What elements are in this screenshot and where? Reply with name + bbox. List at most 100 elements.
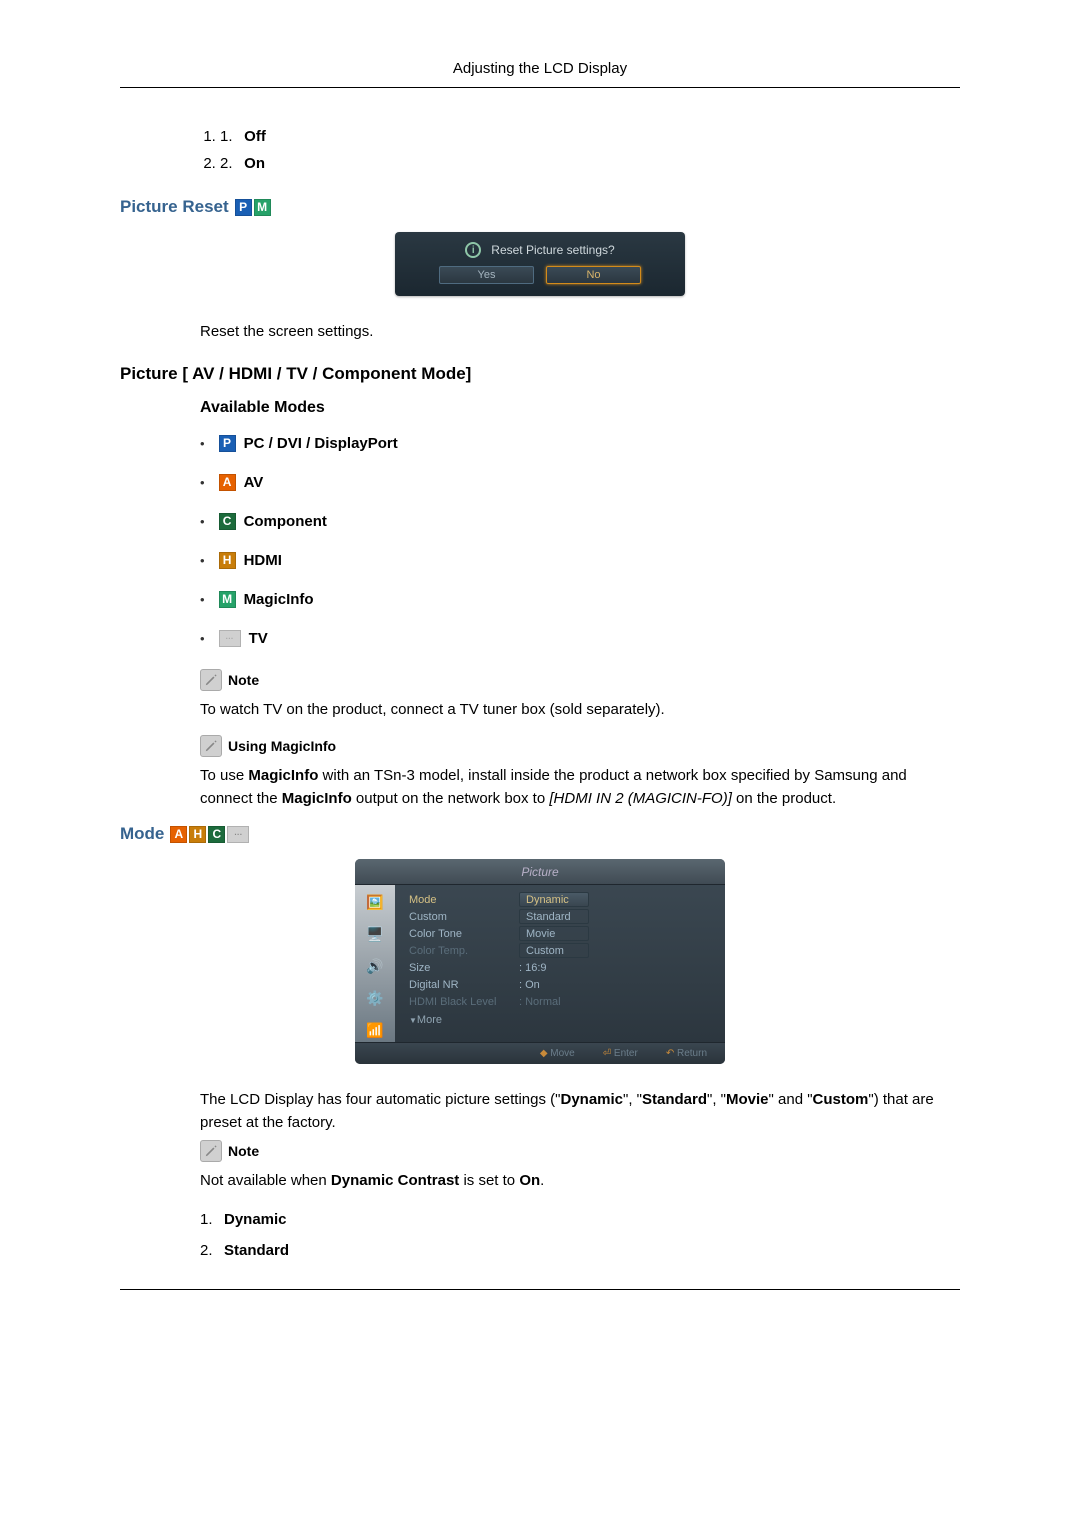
mm-val-3[interactable]: Custom xyxy=(519,943,589,958)
mode-title-text: Mode xyxy=(120,824,164,844)
footer-move: ◆ Move xyxy=(540,1048,575,1059)
mm-row-5: Digital NR: On xyxy=(409,976,715,993)
mode-menu-right: ModeDynamic CustomStandard Color ToneMov… xyxy=(395,885,725,1042)
mode-tv-label: TV xyxy=(249,630,268,647)
mb-b1: Dynamic xyxy=(560,1091,623,1108)
list-dynamic: 1.Dynamic xyxy=(200,1211,960,1228)
badge-tv-icon: ··· xyxy=(227,826,249,843)
note-icon xyxy=(200,669,222,691)
mm-val-1[interactable]: Standard xyxy=(519,909,589,924)
mm-label-3: Color Temp. xyxy=(409,945,519,957)
mode-av: A AV xyxy=(200,474,960,491)
mode-tv: ··· TV xyxy=(200,630,960,647)
menu-left-icon-1: 🖼️ xyxy=(364,891,386,913)
list-standard: 2.Standard xyxy=(200,1242,960,1259)
n-1: 1. xyxy=(200,1211,224,1228)
note-text-1: To watch TV on the product, connect a TV… xyxy=(200,699,960,722)
mode-pc: P PC / DVI / DisplayPort xyxy=(200,435,960,452)
mi-text: To use MagicInfo with an TSn-3 model, in… xyxy=(200,765,960,810)
mode-component-label: Component xyxy=(244,513,327,530)
picture-reset-text: Picture Reset xyxy=(120,197,229,217)
mi-mid2: output on the network box to xyxy=(352,790,550,807)
n-2: 2. xyxy=(200,1242,224,1259)
badge-m-icon: M xyxy=(219,591,236,608)
num-1: 1. xyxy=(220,128,240,145)
num-2: 2. xyxy=(220,155,240,172)
footer-return: ↶ Return xyxy=(666,1048,707,1059)
n2-mid: is set to xyxy=(459,1172,519,1189)
dynamic-standard-list: 1.Dynamic 2.Standard xyxy=(200,1211,960,1259)
using-mi-row: Using MagicInfo xyxy=(200,735,960,757)
mode-menu-body: 🖼️ 🖥️ 🔊 ⚙️ 📶 ModeDynamic CustomStandard … xyxy=(355,885,725,1042)
note-icon xyxy=(200,1140,222,1162)
bottom-rule xyxy=(120,1289,960,1290)
mm-label-6: HDMI Black Level xyxy=(409,996,519,1008)
mode-body-text: The LCD Display has four automatic pictu… xyxy=(200,1089,960,1134)
badge-c-icon: C xyxy=(219,513,236,530)
menu-left-icon-5: 📶 xyxy=(364,1019,386,1041)
mm-val-5: : On xyxy=(519,979,540,991)
mm-label-1: Custom xyxy=(409,911,519,923)
reset-popup: i Reset Picture settings? Yes No xyxy=(395,232,685,296)
reset-popup-buttons: Yes No xyxy=(395,266,685,284)
t-2: Standard xyxy=(224,1242,289,1259)
mm-row-0: ModeDynamic xyxy=(409,891,715,908)
mb-m2: ", " xyxy=(707,1091,726,1108)
n2-b2: On xyxy=(519,1172,540,1189)
picture-reset-title: Picture Reset P M xyxy=(120,197,960,217)
badges-pr: P M xyxy=(235,199,271,216)
off-on-list: 1. Off 2. On xyxy=(200,128,960,172)
mode-title: Mode A H C ··· xyxy=(120,824,960,844)
mode-magicinfo-label: MagicInfo xyxy=(244,591,314,608)
mm-label-0: Mode xyxy=(409,894,519,906)
badge-m-icon: M xyxy=(254,199,271,216)
reset-popup-question: Reset Picture settings? xyxy=(491,243,614,257)
badge-p-icon: P xyxy=(219,435,236,452)
menu-left-icon-4: ⚙️ xyxy=(364,987,386,1009)
mb-pre: The LCD Display has four automatic pictu… xyxy=(200,1091,560,1108)
reset-body-text: Reset the screen settings. xyxy=(200,321,960,344)
mb-m1: ", " xyxy=(623,1091,642,1108)
mm-more[interactable]: More xyxy=(409,1014,715,1026)
mode-hdmi-label: HDMI xyxy=(244,552,282,569)
info-icon: i xyxy=(465,242,481,258)
mb-b2: Standard xyxy=(642,1091,707,1108)
mi-b1: MagicInfo xyxy=(248,767,318,784)
mm-val-6: : Normal xyxy=(519,996,561,1008)
n2-b: Dynamic Contrast xyxy=(331,1172,459,1189)
on-label: On xyxy=(244,155,265,172)
off-label: Off xyxy=(244,128,266,145)
mb-m3: " and " xyxy=(769,1091,813,1108)
off-item: 1. Off xyxy=(220,128,960,145)
mi-i: [HDMI IN 2 (MAGICIN-FO)] xyxy=(549,790,732,807)
mode-menu-left: 🖼️ 🖥️ 🔊 ⚙️ 📶 xyxy=(355,885,395,1042)
note-label-1: Note xyxy=(228,672,259,688)
footer-enter: ⏎ Enter xyxy=(603,1048,638,1059)
badge-a-icon: A xyxy=(170,826,187,843)
note-text-2: Not available when Dynamic Contrast is s… xyxy=(200,1170,960,1193)
mode-menu-wrap: Picture 🖼️ 🖥️ 🔊 ⚙️ 📶 ModeDynamic CustomS… xyxy=(120,859,960,1064)
mm-val-2[interactable]: Movie xyxy=(519,926,589,941)
mi-pre: To use xyxy=(200,767,248,784)
mm-label-4: Size xyxy=(409,962,519,974)
mm-val-0[interactable]: Dynamic xyxy=(519,892,589,907)
available-modes-subtitle: Available Modes xyxy=(200,399,960,417)
note-row-1: Note xyxy=(200,669,960,691)
no-button[interactable]: No xyxy=(546,266,641,284)
mm-row-2: Color ToneMovie xyxy=(409,925,715,942)
mode-hdmi: H HDMI xyxy=(200,552,960,569)
yes-button[interactable]: Yes xyxy=(439,266,534,284)
mm-row-3: Color Temp.Custom xyxy=(409,942,715,959)
reset-popup-wrap: i Reset Picture settings? Yes No xyxy=(120,232,960,296)
mm-label-5: Digital NR xyxy=(409,979,519,991)
mb-b3: Movie xyxy=(726,1091,769,1108)
note-row-2: Note xyxy=(200,1140,960,1162)
using-mi-label: Using MagicInfo xyxy=(228,738,336,754)
note-label-2: Note xyxy=(228,1143,259,1159)
n2-pre: Not available when xyxy=(200,1172,331,1189)
menu-left-icon-3: 🔊 xyxy=(364,955,386,977)
mm-row-4: Size: 16:9 xyxy=(409,959,715,976)
badge-tv-icon: ··· xyxy=(219,630,241,647)
mm-row-6: HDMI Black Level: Normal xyxy=(409,993,715,1010)
mode-av-label: AV xyxy=(244,474,264,491)
